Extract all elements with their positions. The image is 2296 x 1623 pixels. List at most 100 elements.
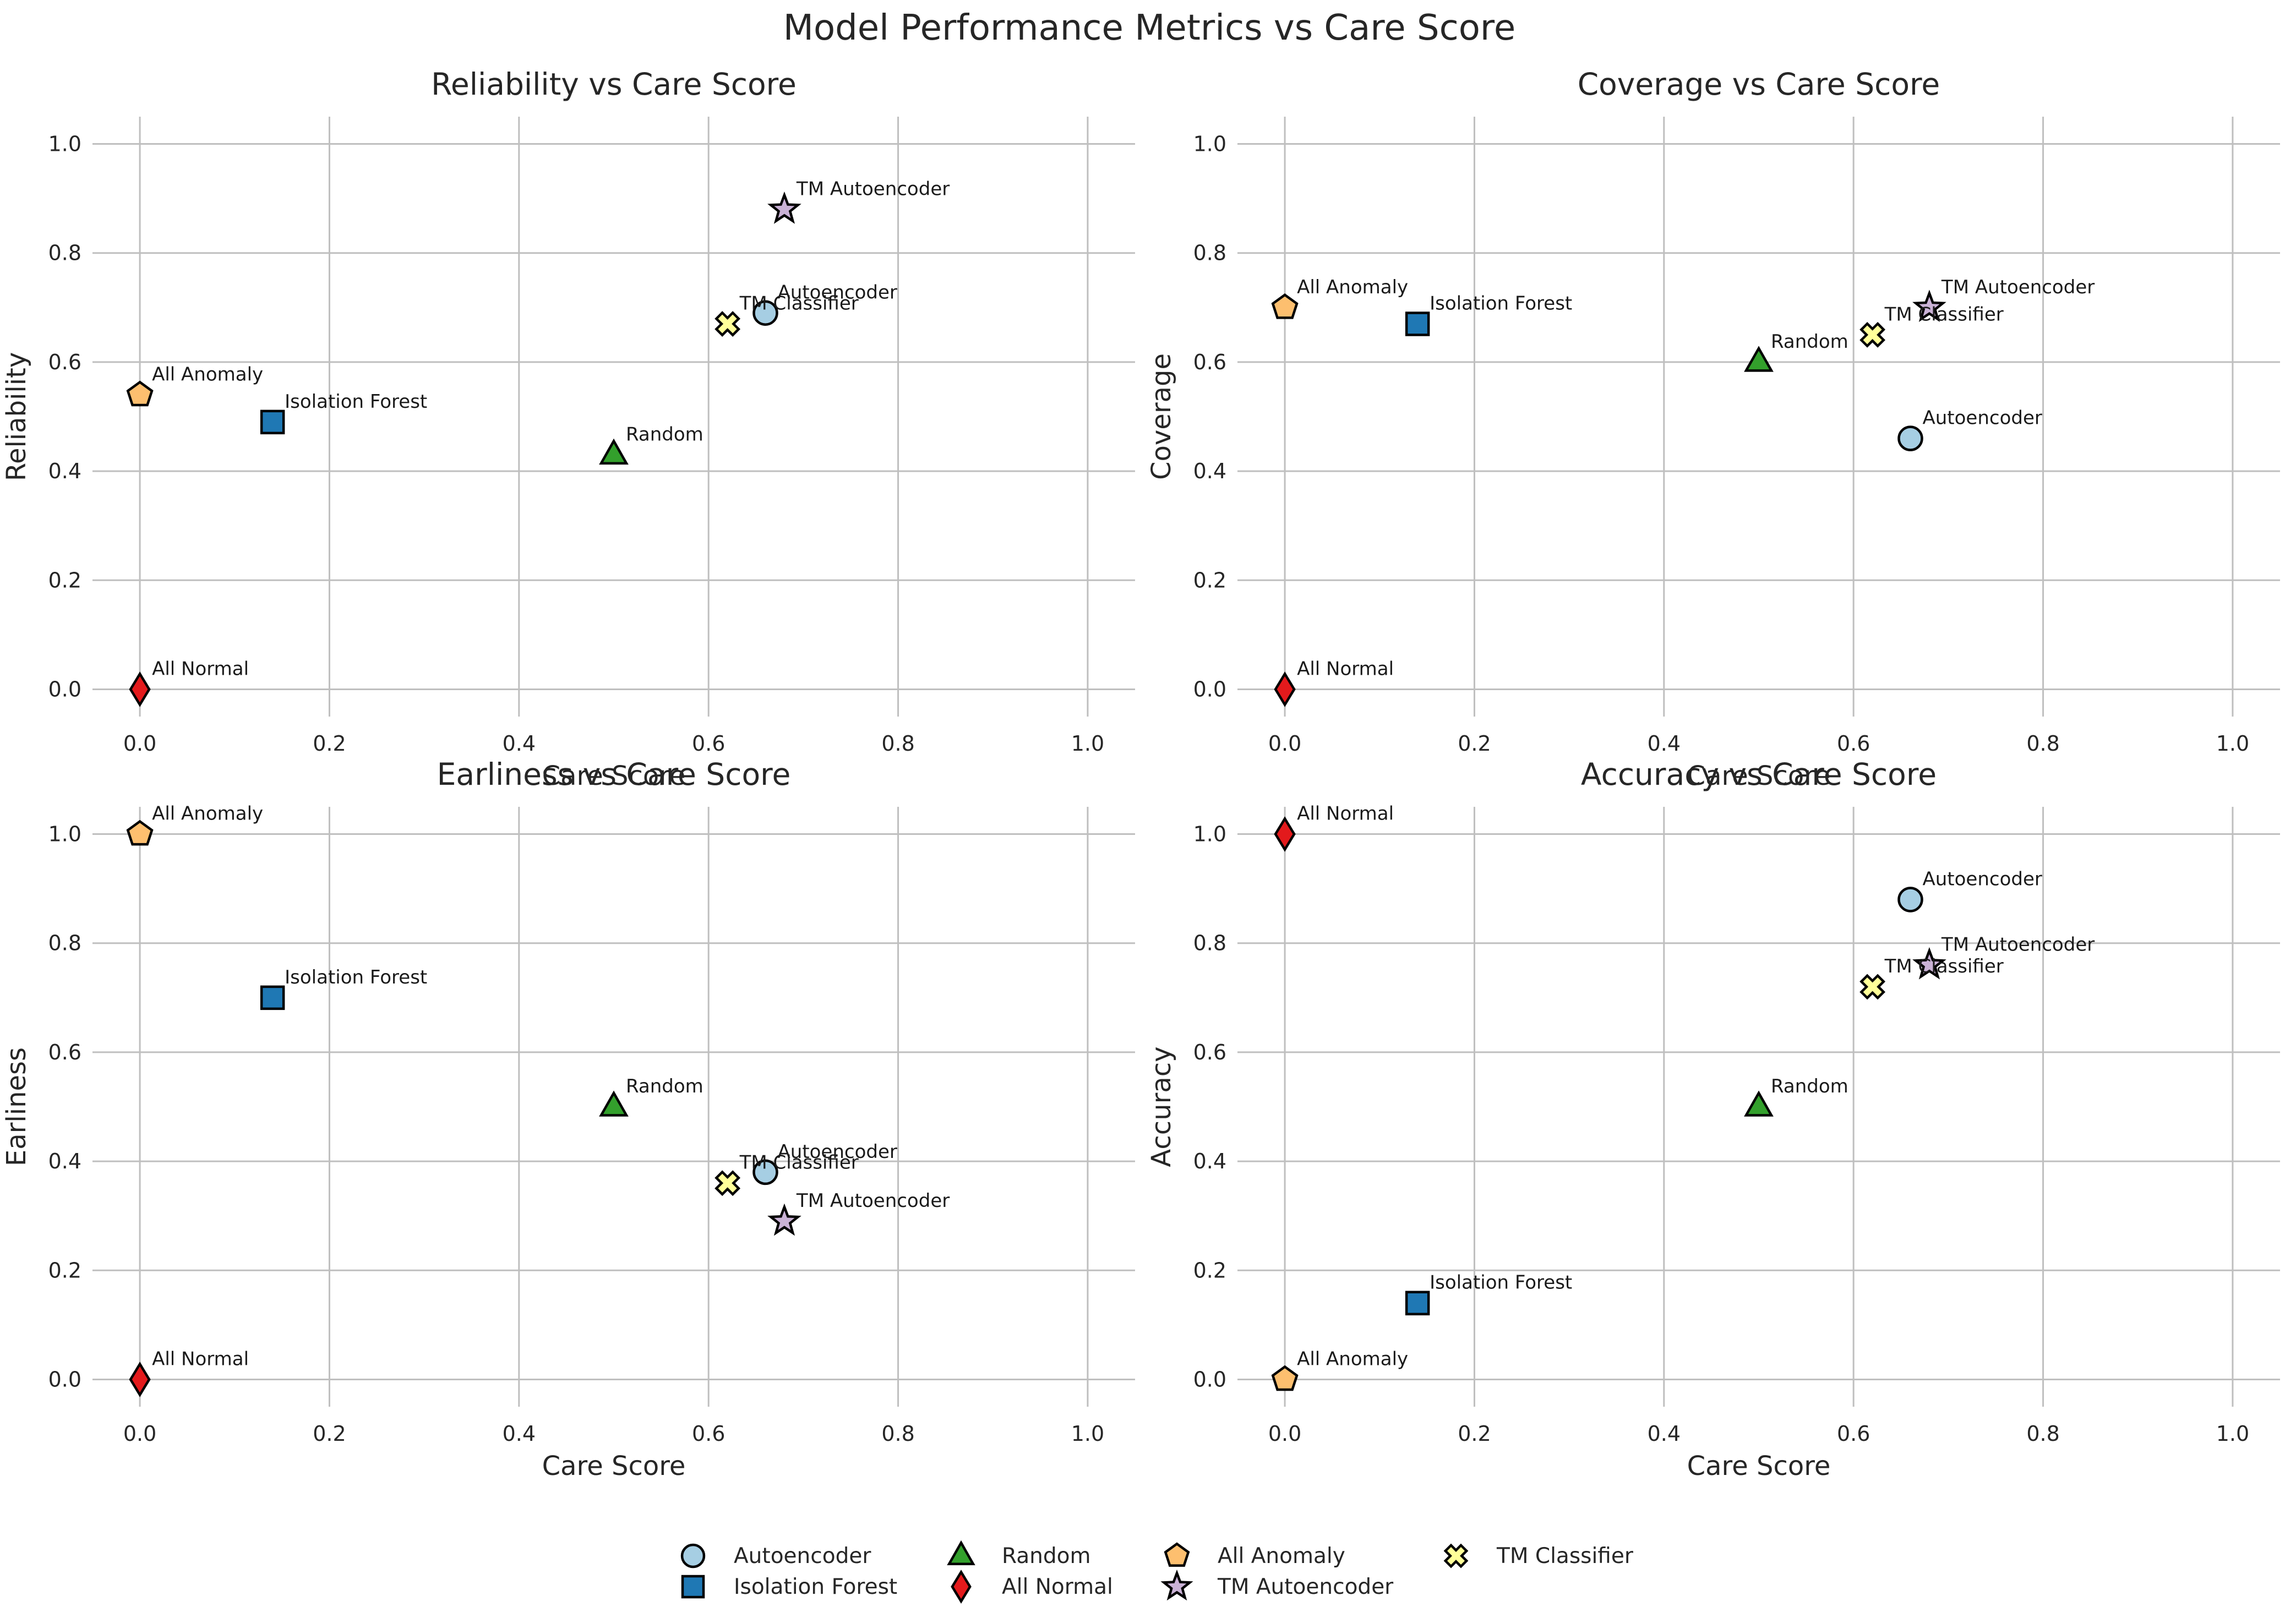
point-label: Autoencoder [1922,868,2042,890]
legend-marker [951,1570,972,1604]
point-tm-autoencoder [1912,947,1946,980]
point-all-normal [1274,816,1296,852]
point-label: TM Autoencoder [1941,933,2095,955]
y-tick-label: 1.0 [48,822,81,846]
y-tick-label: 1.0 [1193,132,1226,156]
data-points: Autoencoder Isolation Forest Random All Nor… [126,803,950,1397]
x-tick-label: 0.2 [313,1422,346,1446]
data-points: Autoencoder Isolation Forest Random All Nor… [126,178,950,707]
x-tick-label: 0.2 [1458,731,1491,756]
subplot-title: Coverage vs Care Score [1578,67,1940,102]
y-tick-label: 0.8 [48,931,81,955]
point-autoencoder [752,1159,778,1185]
subplot-title: Reliability vs Care Score [431,67,797,102]
y-tick-label: 0.8 [1193,931,1226,955]
y-tick-label: 0.2 [1193,568,1226,592]
point-tm-autoencoder [1912,289,1946,323]
x-tick-label: 0.6 [692,731,725,756]
point-label: All Normal [152,1348,249,1370]
y-tick-label: 1.0 [1193,822,1226,846]
legend-item-tm-classifier: TM Classifier [1443,1543,1634,1569]
y-tick-label: 0.4 [1193,459,1226,483]
point-label: TM Classifier [1884,303,2004,325]
point-random [1744,346,1774,372]
legend-label: Isolation Forest [734,1575,897,1599]
legend-label: TM Autoencoder [1217,1575,1394,1599]
point-random [599,1090,629,1117]
x-tick-label: 0.4 [1648,1422,1681,1446]
point-label: All Anomaly [152,363,263,385]
point-label: Isolation Forest [285,966,427,988]
point-isolation-forest [260,409,285,435]
point-tm-autoencoder [767,192,801,224]
subplot-accuracy: 0.0 0.2 0.4 0.6 0.8 1.0 0.0 0.2 0.4 0.6 0.8 1.0 Accu… [1146,757,2280,1482]
y-tick-label: 0.8 [1193,241,1226,265]
point-label: All Normal [152,658,249,680]
legend-item-isolation-forest: Isolation Forest [681,1575,897,1599]
point-label: TM Autoencoder [796,178,950,200]
point-isolation-forest [1405,312,1430,336]
point-tm-classifier [1859,974,1886,1000]
point-label: Random [1771,1075,1848,1097]
y-tick-label: 0.0 [1193,1367,1226,1391]
legend-label: All Anomaly [1218,1544,1345,1569]
point-label: Isolation Forest [1430,1272,1572,1294]
x-tick-label: 0.6 [692,1422,725,1446]
y-tick-label: 0.2 [48,1258,81,1282]
point-all-anomaly [1271,293,1299,319]
data-points: Autoencoder Isolation Forest Random All Nor… [1271,803,2095,1391]
x-tick-label: 1.0 [2216,1422,2249,1446]
x-tick-label: 1.0 [1071,1422,1104,1446]
legend-label: All Normal [1002,1575,1113,1599]
legend-item-all-normal: All Normal [951,1570,1113,1604]
y-axis-label: Earliness [1,1047,32,1166]
subplot-earliness: 0.0 0.2 0.4 0.6 0.8 1.0 0.0 0.2 0.4 0.6 0.8 1.0 Earl… [1,757,1135,1482]
x-tick-label: 0.4 [503,731,536,756]
x-tick-label: 0.8 [881,1422,914,1446]
figure-title: Model Performance Metrics vs Care Score [783,8,1515,48]
legend-label: Random [1002,1544,1090,1569]
point-label: Isolation Forest [1430,293,1572,315]
point-tm-autoencoder [767,1203,801,1236]
x-tick-label: 0.4 [1648,731,1681,756]
legend-label: TM Classifier [1496,1544,1634,1569]
x-tick-label: 0.0 [123,1422,156,1446]
point-label: Random [1771,331,1848,353]
legend: Autoencoder Isolation Forest Random All Nor… [680,1540,1634,1604]
legend-marker [947,1540,975,1565]
point-label: TM Classifier [739,293,859,315]
legend-label: Autoencoder [734,1544,871,1569]
x-tick-label: 0.6 [1837,1422,1870,1446]
subplot-reliability: 0.0 0.2 0.4 0.6 0.8 1.0 0.0 0.2 0.4 0.6 0.8 1.0 Reli… [1,67,1135,791]
subplots: 0.0 0.2 0.4 0.6 0.8 1.0 0.0 0.2 0.4 0.6 0.8 1.0 Reli… [1,67,2280,1482]
x-tick-label: 0.2 [313,731,346,756]
legend-marker [1443,1543,1469,1569]
point-label: Isolation Forest [285,391,427,413]
legend-item-autoencoder: Autoencoder [680,1543,871,1569]
point-label: TM Autoencoder [1941,276,2095,298]
x-tick-label: 1.0 [2216,731,2249,756]
y-tick-label: 0.4 [48,1149,81,1173]
legend-marker [1164,1542,1190,1567]
grid [92,807,1135,1407]
point-label: All Anomaly [1297,276,1408,298]
x-tick-label: 0.0 [1268,1422,1301,1446]
x-tick-label: 0.6 [1837,731,1870,756]
point-tm-classifier [715,1170,741,1196]
x-axis-label: Care Score [542,1451,686,1482]
x-axis-label: Care Score [542,761,686,791]
grid [1237,117,2280,717]
x-tick-label: 0.8 [2026,1422,2059,1446]
point-label: All Anomaly [1297,1348,1408,1370]
y-tick-label: 0.6 [1193,1040,1226,1064]
point-label: Autoencoder [777,282,897,304]
y-tick-label: 1.0 [48,132,81,156]
y-tick-label: 0.6 [48,350,81,374]
point-random [599,438,629,465]
point-tm-classifier [1859,321,1886,348]
point-label: TM Classifier [739,1152,859,1174]
legend-marker [680,1543,706,1569]
point-all-normal [1274,671,1296,707]
